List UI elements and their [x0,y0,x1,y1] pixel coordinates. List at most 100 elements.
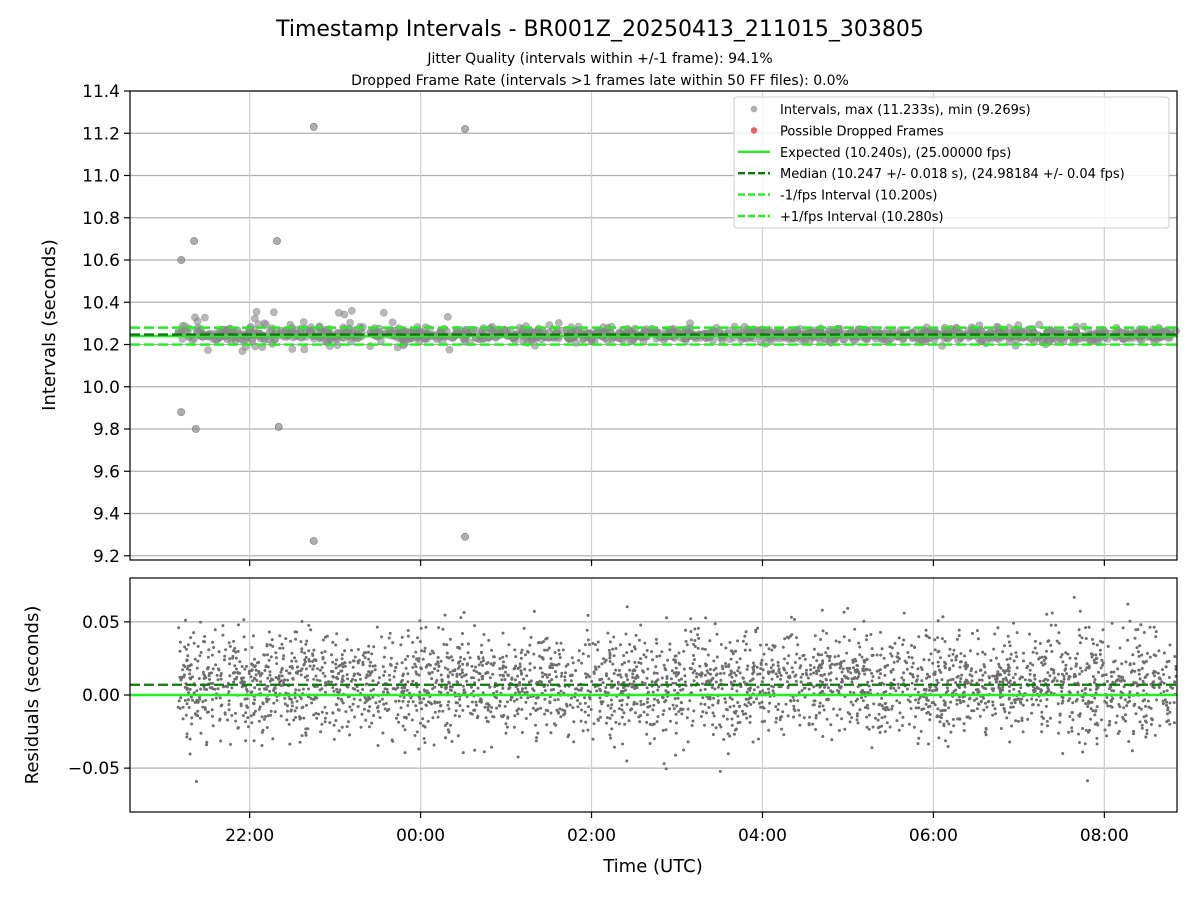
residual-point [689,617,693,621]
residual-point [936,707,940,711]
residual-point [1008,657,1012,661]
residual-point [410,718,414,722]
residual-point [235,667,238,671]
residual-point [795,652,799,656]
residual-point [979,700,983,704]
residual-point [461,708,465,712]
residual-point [865,657,869,661]
residual-point [268,679,272,683]
residual-point [353,715,357,719]
residual-point [759,667,763,671]
residual-point [943,703,946,706]
residual-point [801,672,805,676]
residual-point [987,699,991,703]
residual-point [268,689,272,693]
residual-point [963,654,967,658]
residual-point [646,705,650,709]
residual-point [345,638,349,642]
residual-point [486,708,490,712]
residual-point [257,707,261,711]
residual-point [749,703,753,706]
residual-point [1090,700,1094,704]
top-y-tick-label: 10.6 [82,251,120,271]
residual-point [583,696,586,700]
top-y-tick-label: 9.6 [93,462,120,482]
residual-point [777,667,781,671]
residual-point [752,661,755,665]
residual-point [1033,689,1037,693]
residual-point [585,628,589,632]
residual-point [568,703,572,707]
residual-point [311,667,315,671]
residual-point [669,677,673,681]
residual-point [814,716,818,720]
residual-point [614,647,618,650]
residual-point [1022,659,1025,663]
residual-point [966,704,970,708]
residual-point [711,733,715,736]
residual-point [370,652,374,656]
residual-point [234,711,237,715]
residual-point [718,769,722,773]
residual-point [800,689,804,693]
residual-point [334,666,338,670]
residual-point [748,696,752,700]
residual-point [892,660,896,664]
residual-point [927,658,931,662]
residual-point [756,626,760,630]
residual-point [285,669,288,673]
residual-point [190,716,194,720]
residual-point [684,639,688,643]
residual-point [207,648,211,652]
residual-point [320,710,324,714]
residual-point [554,670,557,674]
residual-point [673,688,676,692]
residual-point [673,671,677,675]
residual-point [673,697,677,701]
residual-point [1033,673,1036,677]
residual-point [1070,729,1074,733]
residual-point [854,659,858,663]
residual-point [991,700,995,704]
residual-point [997,662,1001,666]
residual-point [952,648,956,652]
residual-point [411,665,415,669]
residual-point [196,709,200,713]
residual-point [236,726,240,730]
residual-point [534,723,537,727]
residual-point [526,650,530,653]
residual-point [399,643,403,647]
residual-point [779,674,783,677]
residual-point [498,657,502,661]
residual-point [949,700,953,704]
residual-point [518,681,522,684]
residual-point [761,689,765,693]
residual-point [545,648,549,652]
residual-point [323,690,327,694]
residual-point [865,703,869,707]
residual-point [253,698,257,702]
residual-point [214,663,218,667]
residual-point [999,727,1003,730]
residual-point [281,646,285,650]
residual-point [1133,636,1137,640]
residual-point [1075,698,1079,701]
residual-point [216,687,220,691]
residual-point [1015,666,1019,670]
residual-point [382,655,386,659]
residual-point [939,656,942,660]
residual-point [232,649,236,653]
residual-point [787,654,791,658]
residual-point [265,644,269,648]
residual-point [862,658,866,662]
residual-point [867,713,871,717]
residual-point [1133,702,1137,706]
residual-point [513,648,517,652]
residual-point [787,636,791,640]
residual-point [304,733,308,737]
residual-point [244,648,247,652]
residual-point [1071,718,1075,722]
residual-point [351,677,355,681]
residual-point [683,680,687,684]
residual-point [1168,701,1172,705]
